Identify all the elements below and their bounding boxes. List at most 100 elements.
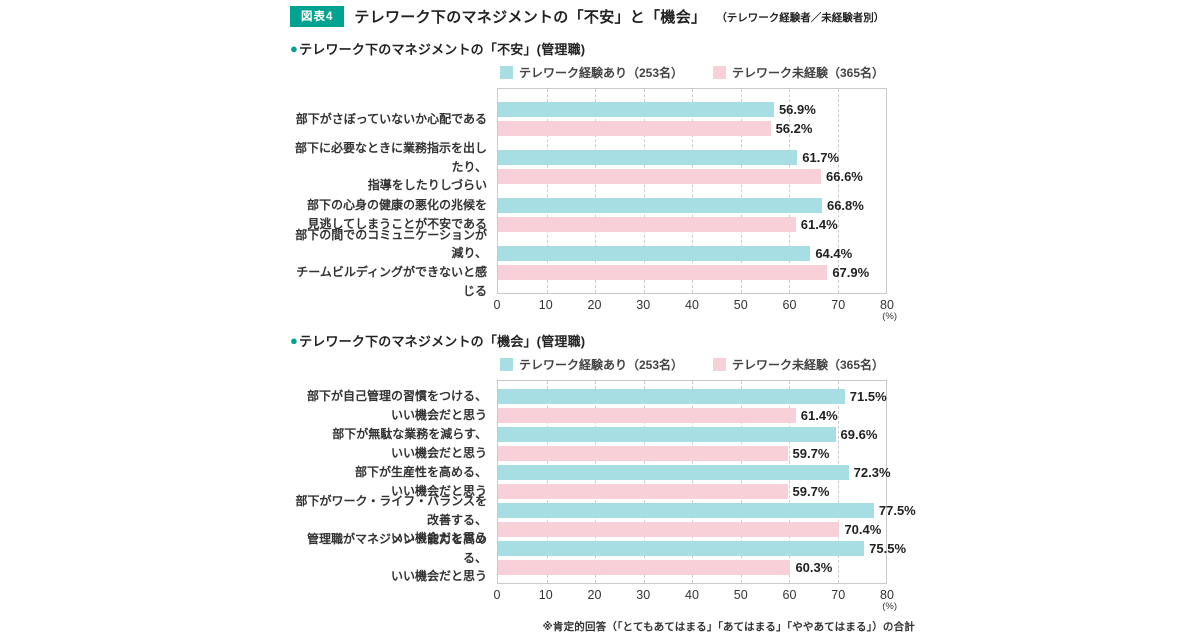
legend-item-inexperienced: テレワーク未経験（365名） — [713, 64, 884, 80]
category-labels-column: 部下がさぼっていないか心配である部下に必要なときに業務指示を出したり、 指導をした… — [290, 88, 497, 298]
bar-row: 61.4% — [498, 217, 886, 232]
bar-inexperienced — [498, 265, 828, 280]
bar-row: 72.3% — [498, 465, 891, 480]
bar-value-label: 67.9% — [832, 265, 870, 280]
gridline — [789, 381, 790, 583]
axis-tick-label: 30 — [636, 298, 651, 312]
axis-tick-label: 20 — [587, 298, 602, 312]
category-label: 部下が無駄な業務を減らす、 いい機会だと思う — [332, 427, 487, 460]
bar-value-label: 64.4% — [815, 246, 853, 261]
bar-group: 64.4% 67.9% — [498, 239, 886, 287]
bar-row: 61.7% — [498, 150, 886, 165]
axis-tick-label: 0 — [493, 298, 501, 312]
axis-tick-label: 70 — [831, 588, 846, 602]
footnote: ※肯定的回答（「とてもあてはまる」「あてはまる」「ややあてはまる」）の合計 — [542, 621, 915, 633]
axis-tick-label: 20 — [587, 588, 602, 602]
legend: テレワーク経験あり（253名） テレワーク未経験（365名） — [497, 64, 887, 80]
category-label: 部下に必要なときに業務指示を出したり、 指導をしたりしづらい — [294, 141, 487, 193]
bar-value-label: 61.7% — [802, 150, 840, 165]
gridline — [837, 89, 839, 293]
legend-label-experienced: テレワーク経験あり（253名） — [518, 357, 683, 372]
gridline — [837, 381, 839, 583]
axis-tick-label: 40 — [685, 588, 699, 602]
bar-group: 66.8% 61.4% — [498, 191, 886, 239]
category-label: 部下の心身の健康の悪化の兆候を 見逃してしまうことが不安である — [306, 198, 487, 231]
gridline — [789, 89, 790, 293]
bar-experienced — [498, 102, 774, 117]
section-title-text: テレワーク下のマネジメントの「機会」(管理職) — [299, 334, 586, 349]
axis-tick-label: 50 — [733, 298, 748, 312]
bar-row: 59.7% — [498, 484, 886, 499]
bar-group: 56.9% 56.2% — [498, 95, 886, 143]
legend-item-experienced: テレワーク経験あり（253名） — [499, 64, 683, 80]
category-label: 部下の間でのコミュニケーションが減り、 チームビルディングができないと感じる — [295, 227, 487, 298]
legend-label-inexperienced: テレワーク未経験（365名） — [732, 65, 885, 80]
bar-group: 75.5% 60.3% — [498, 539, 906, 577]
gridline — [546, 89, 548, 293]
x-axis: 0 10 20 30 40 50 60 70 80 (%) — [493, 587, 897, 612]
bar-experienced — [498, 541, 865, 556]
plot-area: 56.9% 56.2% 61.7% 66.6% 66.8% 61.4% 64.4% 67.9% — [497, 88, 887, 294]
bar-inexperienced — [498, 217, 796, 232]
axis-unit-label: (%) — [882, 601, 897, 612]
bar-row: 67.9% — [498, 265, 886, 280]
figure-container: 図表4 テレワーク下のマネジメントの「不安」と「機会」 （テレワーク経験者／未経… — [290, 0, 916, 634]
bar-value-label: 61.4% — [800, 217, 838, 232]
bar-value-label: 72.3% — [853, 465, 891, 480]
section-title-opportunity: ● テレワーク下のマネジメントの「機会」(管理職) — [290, 331, 915, 350]
bar-experienced — [498, 246, 811, 261]
bar-experienced — [498, 465, 849, 480]
category-labels-column: 部下が自己管理の習慣をつける、 いい機会だと思う 部下が無駄な業務を減らす、 いい機会… — [290, 380, 497, 584]
bar-value-label: 66.8% — [826, 198, 864, 213]
bar-value-label: 70.4% — [844, 522, 882, 537]
category-label: 部下がさぼっていないか心配である — [295, 111, 487, 126]
bar-group: 71.5% 61.4% — [498, 387, 887, 425]
legend-item-experienced: テレワーク経験あり（253名） — [499, 356, 683, 372]
axis-tick-label: 80 — [880, 298, 894, 312]
bar-value-label: 59.7% — [792, 446, 830, 461]
bar-group: 61.7% 66.6% — [498, 143, 886, 191]
bar-row: 59.7% — [498, 446, 886, 461]
section-anxiety: ● テレワーク下のマネジメントの「不安」(管理職) テレワーク経験あり（253名… — [290, 39, 915, 322]
bar-experienced — [498, 503, 874, 518]
bar-experienced — [498, 427, 836, 442]
bar-group: 72.3% 59.7% — [498, 463, 891, 501]
bar-experienced — [498, 150, 798, 165]
legend-label-experienced: テレワーク経験あり（253名） — [518, 65, 683, 80]
section-title-anxiety: ● テレワーク下のマネジメントの「不安」(管理職) — [290, 39, 915, 58]
bullet-icon: ● — [290, 333, 299, 348]
gridline — [740, 381, 742, 583]
x-axis: 0 10 20 30 40 50 60 70 80 (%) — [493, 297, 897, 322]
bar-row: 64.4% — [498, 246, 886, 261]
bar-group: 77.5% 70.4% — [498, 501, 916, 539]
section-title-text: テレワーク下のマネジメントの「不安」(管理職) — [299, 42, 586, 57]
bar-value-label: 71.5% — [849, 389, 887, 404]
axis-tick-label: 10 — [538, 298, 553, 312]
gridline — [692, 381, 693, 583]
bar-inexperienced — [498, 121, 771, 136]
axis-unit-label: (%) — [882, 311, 897, 322]
gridline — [546, 381, 548, 583]
gridline — [643, 381, 645, 583]
axis-tick-label: 0 — [493, 588, 501, 602]
legend-swatch-experienced-icon — [499, 357, 513, 371]
bar-row: 56.2% — [498, 121, 886, 136]
figure-title: テレワーク下のマネジメントの「不安」と「機会」 — [354, 9, 707, 26]
bar-inexperienced — [498, 522, 840, 537]
bar-row: 66.8% — [498, 198, 886, 213]
bar-row: 70.4% — [498, 522, 886, 537]
category-label: 管理職がマネジメント能力を高める、 いい機会だと思う — [306, 532, 487, 584]
gridline — [595, 89, 596, 293]
figure-subtitle: （テレワーク経験者／未経験者別） — [716, 12, 885, 24]
axis-tick-label: 80 — [880, 588, 894, 602]
bar-value-label: 59.7% — [792, 484, 830, 499]
bar-row: 69.6% — [498, 427, 886, 442]
legend-label-inexperienced: テレワーク未経験（365名） — [732, 357, 885, 372]
bar-row: 75.5% — [498, 541, 906, 556]
axis-tick-label: 40 — [685, 298, 699, 312]
figure-header: 図表4 テレワーク下のマネジメントの「不安」と「機会」 （テレワーク経験者／未経… — [290, 0, 915, 27]
bar-experienced — [498, 389, 845, 404]
bar-value-label: 75.5% — [869, 541, 907, 556]
legend-swatch-inexperienced-icon — [713, 65, 726, 79]
section-opportunity: ● テレワーク下のマネジメントの「機会」(管理職) テレワーク経験あり（253名… — [290, 331, 916, 612]
